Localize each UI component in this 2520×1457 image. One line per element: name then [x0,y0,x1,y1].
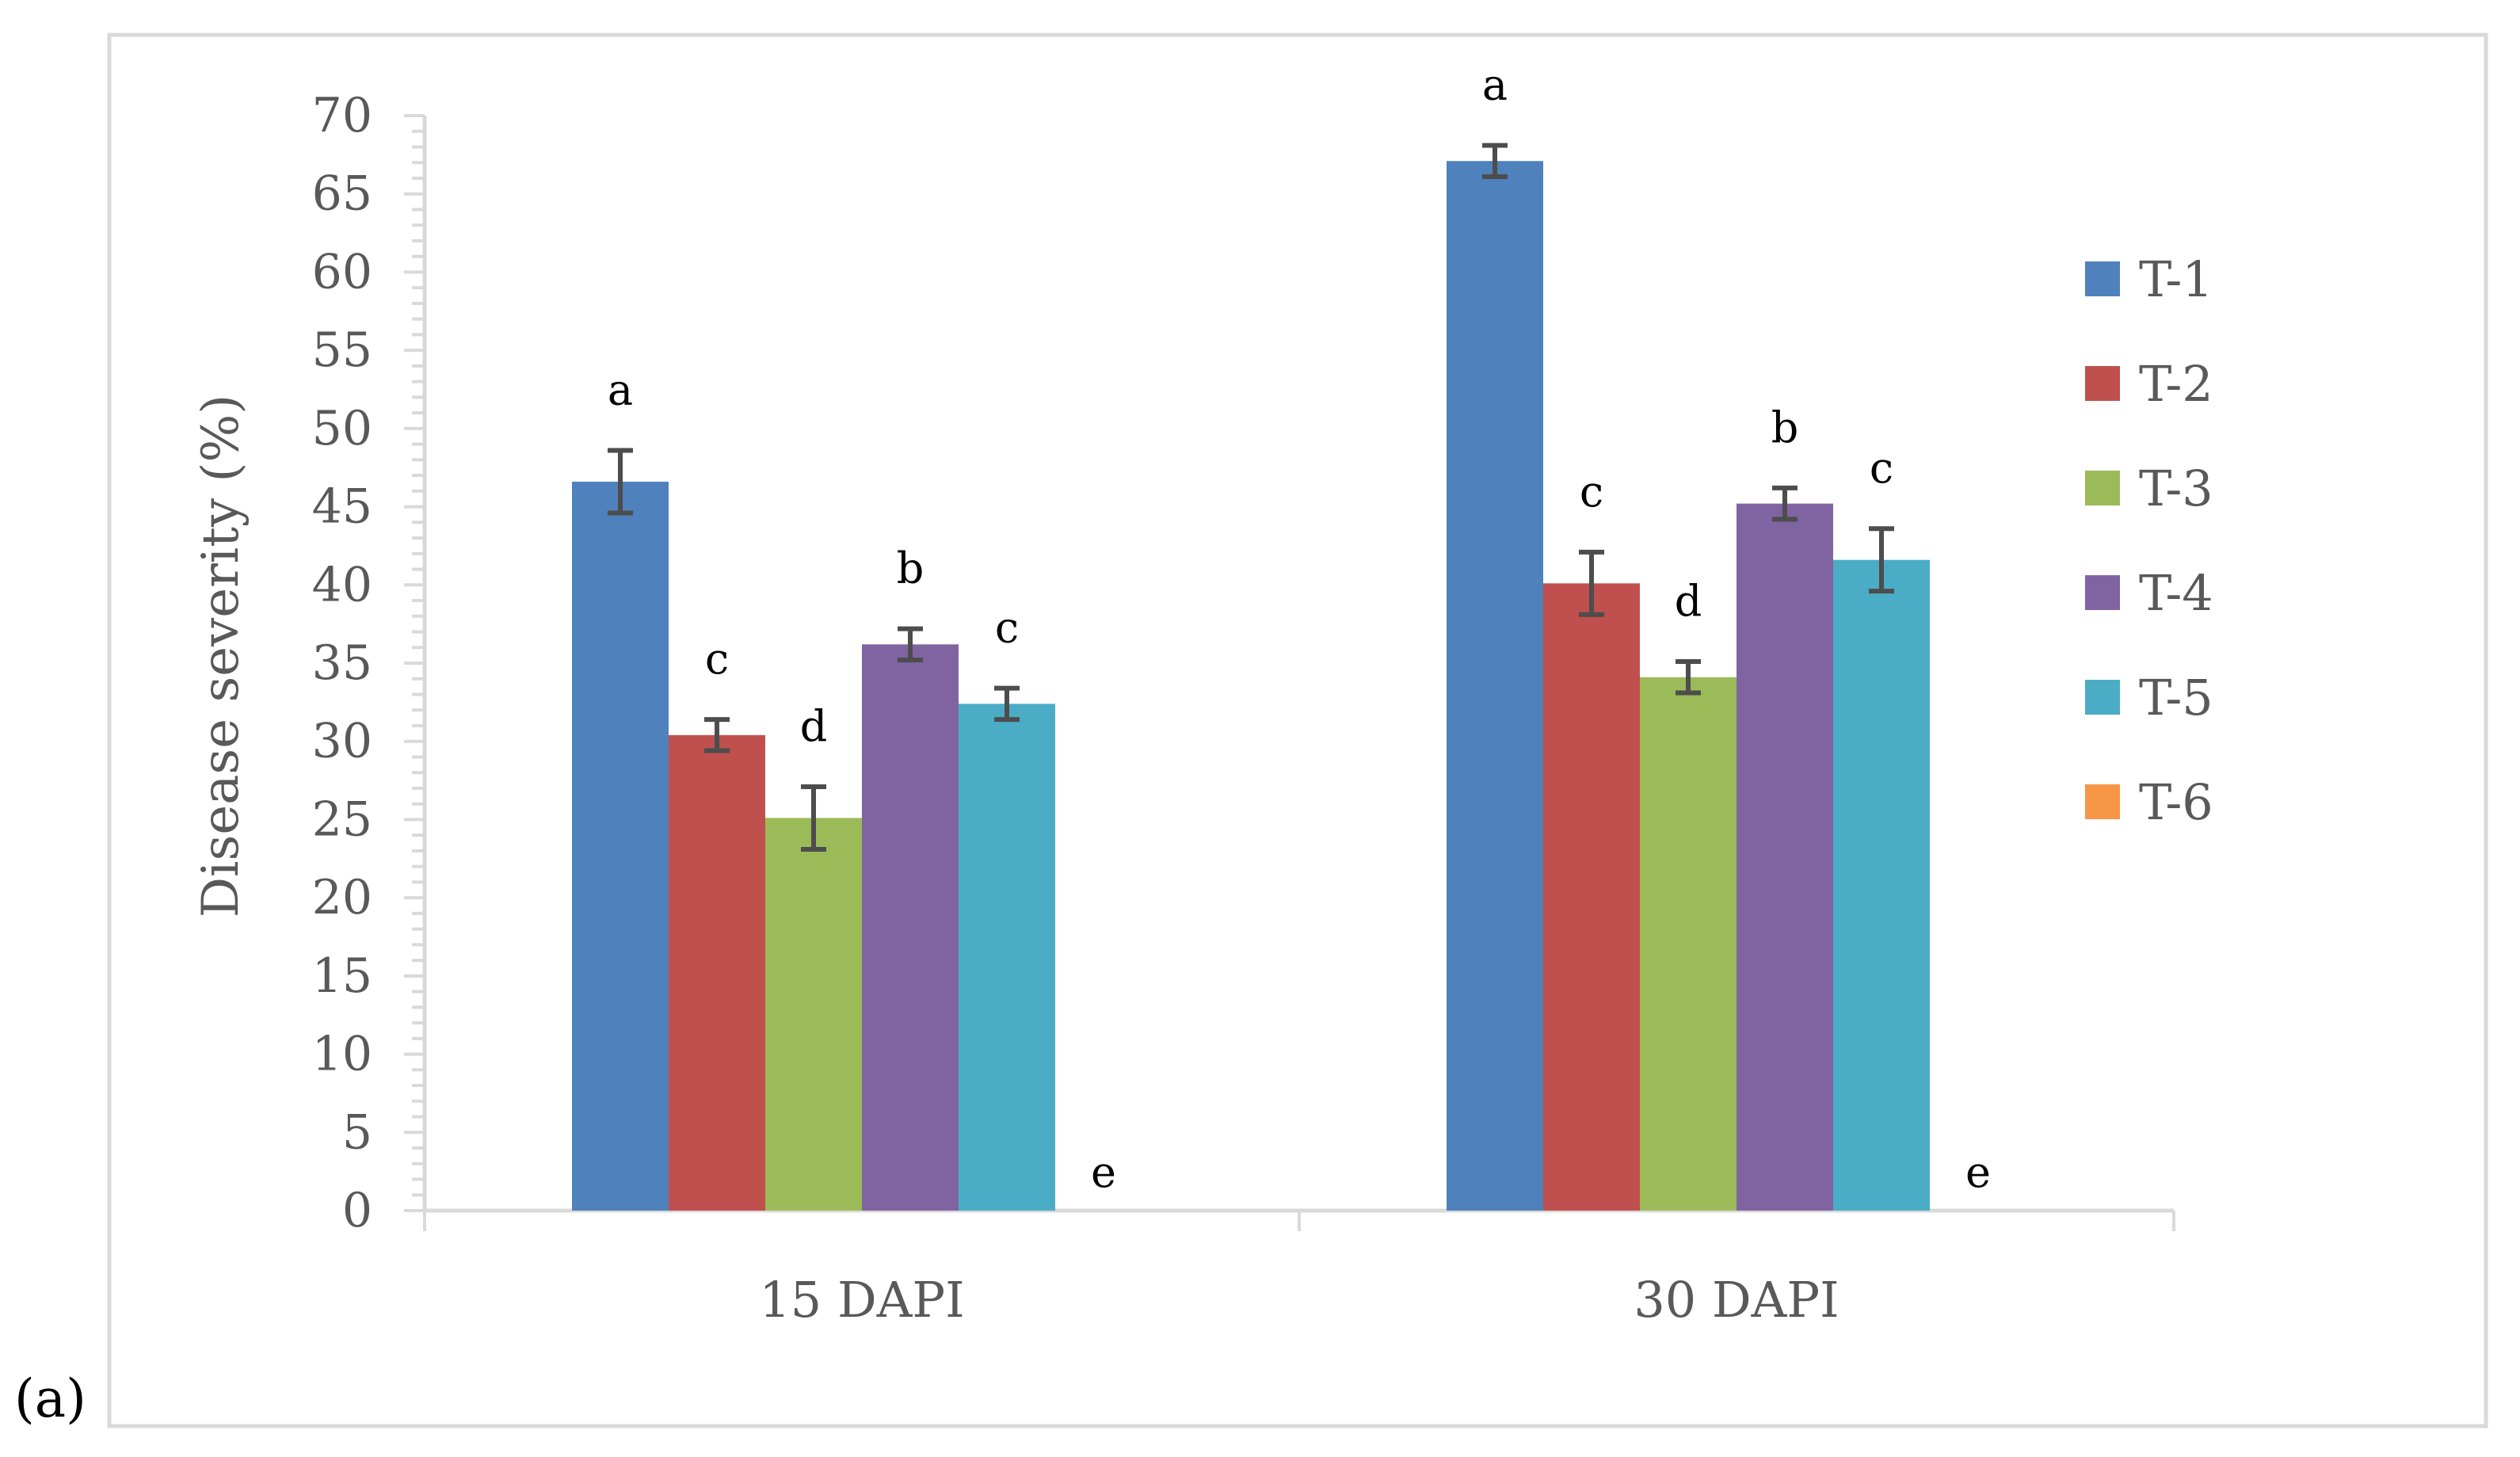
y-tick-label: 70 [312,88,372,143]
significance-letters: a c d b c e a c d b c e [608,60,1991,1197]
y-axis-title: Disease severity (%) [192,395,250,918]
y-tick-label: 20 [312,870,372,925]
significance-letter: e [1965,1147,1991,1197]
significance-letter: e [1091,1147,1116,1197]
legend-swatch [2085,471,2120,505]
y-tick-label: 0 [342,1183,372,1238]
y-tick-label: 55 [312,322,372,378]
legend-swatch [2085,366,2120,401]
bar [862,644,959,1211]
bar [669,734,765,1211]
legend-swatch [2085,575,2120,610]
legend-swatch [2085,680,2120,715]
legend-swatch [2085,261,2120,296]
significance-letter: b [897,544,925,593]
bars [572,161,1930,1211]
y-tick-label: 30 [312,714,372,769]
y-tick-label: 45 [312,479,372,535]
y-tick-label: 65 [312,166,372,222]
legend-label: T-4 [2139,564,2213,622]
x-category-label: 15 DAPI [759,1271,964,1329]
y-tick-label: 5 [342,1104,372,1160]
x-category-label: 30 DAPI [1634,1271,1839,1329]
bar [1737,503,1833,1211]
y-tick-label: 10 [312,1027,372,1082]
legend-label: T-2 [2139,355,2213,413]
panel-label: (a) [14,1368,86,1429]
legend: T-1 T-2 T-3 T-4 T-5 T-6 [2085,250,2213,831]
y-axis: 0 5 10 15 20 25 30 35 40 45 50 55 60 65 70 [312,88,427,1238]
y-tick-label: 60 [312,244,372,299]
error-bars [608,143,1894,852]
significance-letter: b [1771,402,1799,452]
y-tick-label: 50 [312,401,372,456]
y-tick-label: 35 [312,635,372,691]
bar [1640,677,1737,1211]
bar [959,704,1055,1211]
significance-letter: c [1870,443,1893,493]
significance-letter: d [1675,576,1702,626]
y-tick-label: 40 [312,557,372,612]
legend-swatch [2085,784,2120,819]
bar [765,818,862,1211]
y-tick-label: 25 [312,791,372,847]
bar [1543,583,1640,1211]
significance-letter: a [608,364,633,414]
legend-label: T-5 [2139,669,2213,727]
bar [1447,161,1543,1211]
significance-letter: c [995,603,1019,653]
significance-letter: c [705,634,729,684]
significance-letter: c [1580,467,1603,517]
legend-label: T-1 [2139,250,2213,308]
significance-letter: d [800,701,828,751]
legend-label: T-3 [2139,460,2213,517]
significance-letter: a [1482,60,1508,110]
bar [572,481,669,1211]
bar [1833,559,1930,1211]
y-tick-label: 15 [312,948,372,1004]
legend-label: T-6 [2139,773,2213,831]
